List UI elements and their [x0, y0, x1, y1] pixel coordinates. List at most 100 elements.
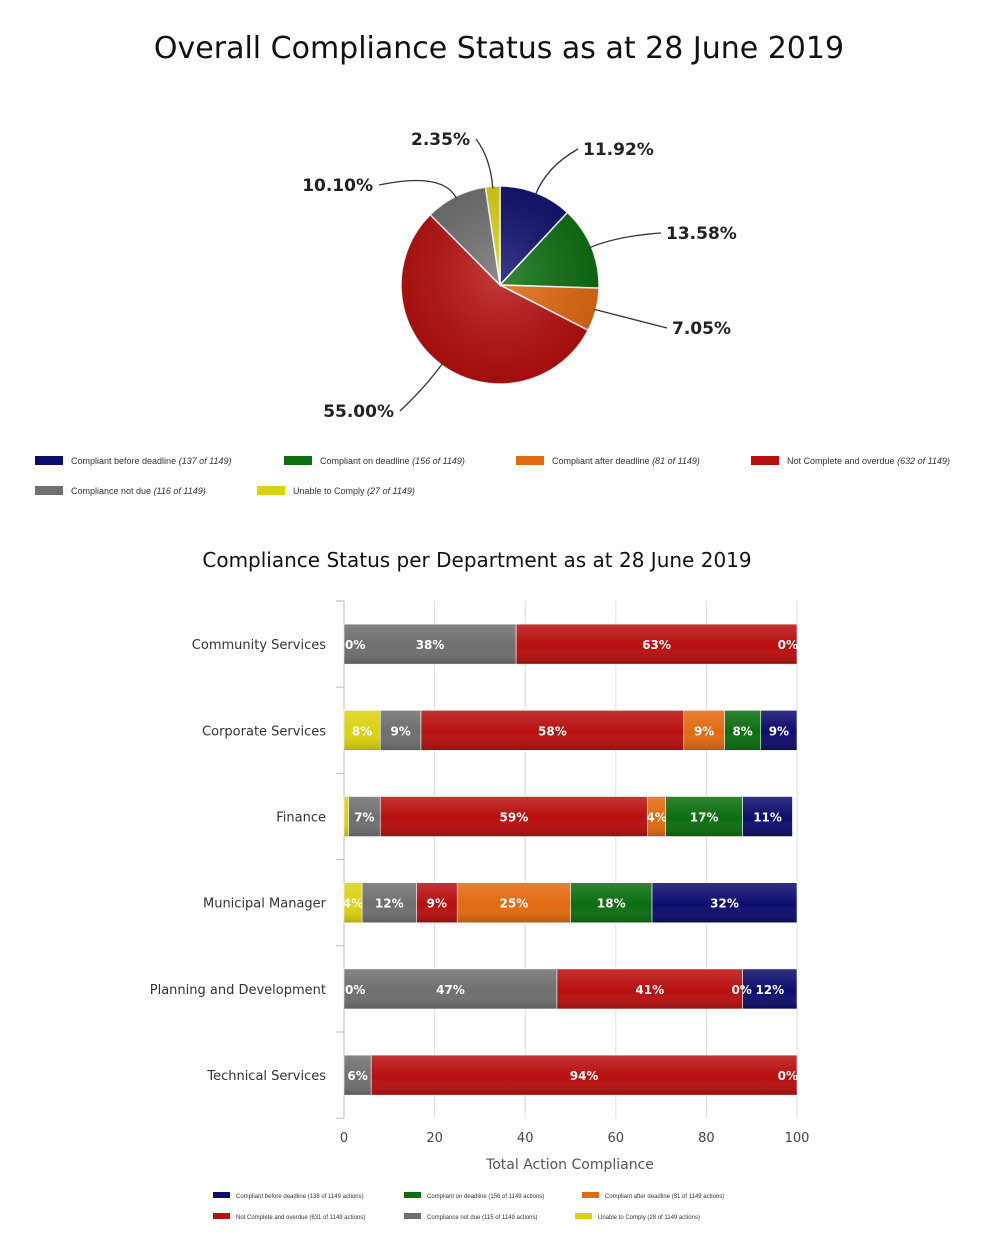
x-tick-label: 20	[426, 1131, 443, 1146]
bar-data-label: 9%	[427, 897, 447, 911]
bar-data-label: 63%	[642, 638, 671, 652]
pie-legend-swatch	[35, 456, 63, 465]
bar-edge-label: 0%	[778, 1069, 798, 1083]
bar-segment-shading	[371, 1055, 797, 1096]
bar-data-label: 32%	[710, 897, 739, 911]
bar-segment-shading	[344, 710, 381, 751]
pie-label: 7.05%	[672, 319, 731, 339]
pie-labels: 11.92% 13.58% 7.05% 55.00% 10.10% 2.35%	[302, 130, 737, 422]
pie-label: 13.58%	[666, 224, 737, 244]
bar-data-label: 8%	[352, 724, 372, 738]
bar-data-label: 11%	[753, 811, 782, 825]
bar-data-label: 12%	[755, 983, 784, 997]
pie-label: 2.35%	[411, 130, 470, 150]
bar-edge-label: 0%	[778, 638, 798, 652]
bar-chart: Community Services 38% 63% 0% 0% Corporate Se…	[150, 623, 798, 1096]
bar-legend-swatch	[575, 1213, 592, 1219]
bar-x-axis-label: Total Action Compliance	[485, 1157, 654, 1173]
pie-legend-label: Compliant on deadline (156 of 1149)	[320, 456, 465, 466]
bar-segment-shading	[457, 882, 571, 923]
bar-segment-shading	[516, 624, 797, 665]
bar-segment-shading	[742, 968, 797, 1009]
bar-segment-shading	[570, 882, 653, 923]
pie-label: 10.10%	[302, 176, 373, 196]
pie-legend-label: Compliant after deadline (81 of 1149)	[552, 456, 700, 466]
bar-segment-shading	[421, 710, 684, 751]
pie-legend-label: Compliant before deadline (137 of 1149)	[71, 456, 231, 466]
bar-legend-swatch	[213, 1213, 230, 1219]
pie-connector	[399, 362, 444, 412]
pie-label: 11.92%	[583, 140, 654, 160]
pie-legend-swatch	[257, 486, 285, 495]
bar-segment-shading	[344, 796, 349, 837]
pie-legend-swatch	[751, 456, 779, 465]
pie-connector	[378, 179, 458, 199]
category-label: Technical Services	[206, 1069, 326, 1084]
bar-segment-shading	[724, 710, 761, 751]
pie-connector	[534, 148, 579, 195]
bar-data-label: 9%	[390, 724, 410, 738]
pie-legend: Compliant before deadline (137 of 1149) C…	[35, 456, 950, 496]
bar-edge-label: 0%	[731, 983, 751, 997]
bar-legend-label: Not Complete and overdue (631 of 1149 ac…	[236, 1215, 365, 1221]
pie-legend-label: Unable to Comply (27 of 1149)	[293, 486, 415, 496]
bar-legend-label: Compliance not due (115 of 1149 actions)	[427, 1215, 538, 1221]
bar-segment-shading	[556, 968, 743, 1009]
bar-data-label: 47%	[436, 983, 465, 997]
bar-segment-shading	[348, 796, 381, 837]
category-label: Finance	[276, 811, 326, 826]
pie-connector	[589, 232, 662, 249]
bar-data-label: 4%	[343, 897, 363, 911]
pie-label: 55.00%	[323, 402, 394, 422]
bar-data-label: 6%	[347, 1069, 367, 1083]
bar-legend-label: Unable to Comply (28 of 1149 actions)	[598, 1215, 700, 1221]
bar-data-label: 9%	[769, 724, 789, 738]
bar-x-axis: 0 20 40 60 80 100	[340, 1131, 810, 1146]
category-label: Community Services	[192, 638, 326, 653]
bar-data-label: 59%	[500, 811, 529, 825]
bar-segment-shading	[380, 710, 422, 751]
bar-segment-shading	[344, 882, 363, 923]
bar-legend-label: Compliant on deadline (156 of 1149 actio…	[427, 1194, 544, 1200]
bar-legend-label: Compliant after deadline (81 of 1149 act…	[605, 1194, 724, 1200]
bar-segment-shading	[416, 882, 458, 923]
pie-legend-label: Not Complete and overdue (632 of 1149)	[787, 456, 950, 466]
category-label: Planning and Development	[150, 983, 326, 998]
bar-legend-swatch	[582, 1192, 599, 1198]
pie-legend-swatch	[284, 456, 312, 465]
bar-data-label: 4%	[646, 811, 666, 825]
bar-segment-shading	[652, 882, 797, 923]
pie-legend-label: Compliance not due (116 of 1149)	[71, 486, 206, 496]
x-tick-label: 100	[785, 1131, 810, 1146]
bar-legend-swatch	[404, 1213, 421, 1219]
bar-segment-shading	[665, 796, 743, 837]
bar-segment-shading	[683, 710, 725, 751]
bar-segment-shading	[760, 710, 797, 751]
bar-legend: Compliant before deadline (138 of 1149 a…	[213, 1192, 724, 1221]
x-tick-label: 0	[340, 1131, 348, 1146]
bar-segment-shading	[362, 882, 417, 923]
category-label: Corporate Services	[202, 724, 326, 739]
bar-data-label: 94%	[570, 1069, 599, 1083]
bar-data-label: 17%	[690, 811, 719, 825]
bar-data-label: 58%	[538, 724, 567, 738]
x-tick-label: 80	[698, 1131, 715, 1146]
bar-segment-shading	[344, 968, 557, 1009]
bar-segment-shading	[380, 796, 648, 837]
bar-grid	[336, 600, 798, 1119]
bar-segment-shading	[647, 796, 666, 837]
pie-chart	[400, 185, 600, 385]
pie-chart-title: Overall Compliance Status as at 28 June …	[154, 31, 844, 66]
bar-data-label: 41%	[635, 983, 664, 997]
bar-data-label: 8%	[732, 724, 752, 738]
x-tick-label: 40	[517, 1131, 534, 1146]
bar-data-label: 7%	[354, 811, 374, 825]
bar-data-label: 25%	[500, 897, 529, 911]
x-tick-label: 60	[608, 1131, 625, 1146]
bar-segment-shading	[742, 796, 793, 837]
bar-data-label: 38%	[416, 638, 445, 652]
bar-chart-title: Compliance Status per Department as at 2…	[202, 548, 751, 572]
bar-segment-shading	[344, 1055, 372, 1096]
bar-legend-label: Compliant before deadline (138 of 1149 a…	[236, 1194, 364, 1200]
